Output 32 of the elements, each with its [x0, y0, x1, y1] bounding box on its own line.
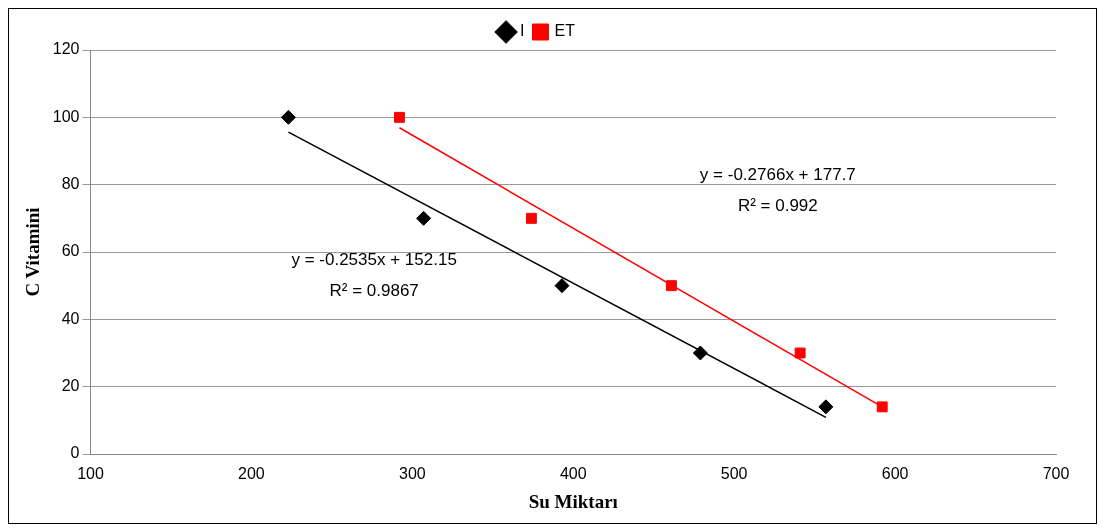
y-tick-label: 120	[52, 40, 80, 58]
legend-label: ET	[554, 22, 576, 40]
annotation: R² = 0.9867	[329, 281, 419, 301]
x-axis-title: Su Miktarı	[528, 490, 618, 512]
y-tick-label: 0	[70, 444, 80, 462]
point	[876, 401, 888, 413]
point	[665, 280, 677, 292]
point	[394, 111, 405, 123]
y-tick-label: 60	[61, 242, 80, 260]
legend-label: I	[520, 22, 525, 40]
y-tick-label: 40	[61, 309, 80, 327]
point	[525, 212, 537, 224]
y-axis-title: C Vitamini	[22, 207, 44, 297]
y-tick-label: 20	[61, 377, 80, 395]
annotation: y = -0.2766x + 177.7	[699, 165, 856, 185]
point	[794, 347, 806, 359]
x-tick-label: 400	[559, 465, 587, 483]
x-tick-label: 600	[881, 465, 909, 483]
annotation: R² = 0.992	[737, 196, 818, 216]
point	[818, 399, 834, 415]
y-tick-label: 100	[52, 107, 80, 125]
point	[280, 109, 296, 125]
annotation: y = -0.2535x + 152.15	[291, 250, 457, 270]
y-tick-label: 80	[61, 175, 80, 193]
x-tick-label: 300	[398, 465, 426, 483]
point	[692, 345, 708, 361]
x-tick-label: 200	[238, 465, 265, 483]
point	[416, 210, 432, 226]
x-tick-label: 100	[77, 465, 104, 483]
x-tick-label: 500	[720, 465, 748, 483]
x-tick-label: 700	[1042, 465, 1070, 483]
point	[554, 278, 570, 294]
